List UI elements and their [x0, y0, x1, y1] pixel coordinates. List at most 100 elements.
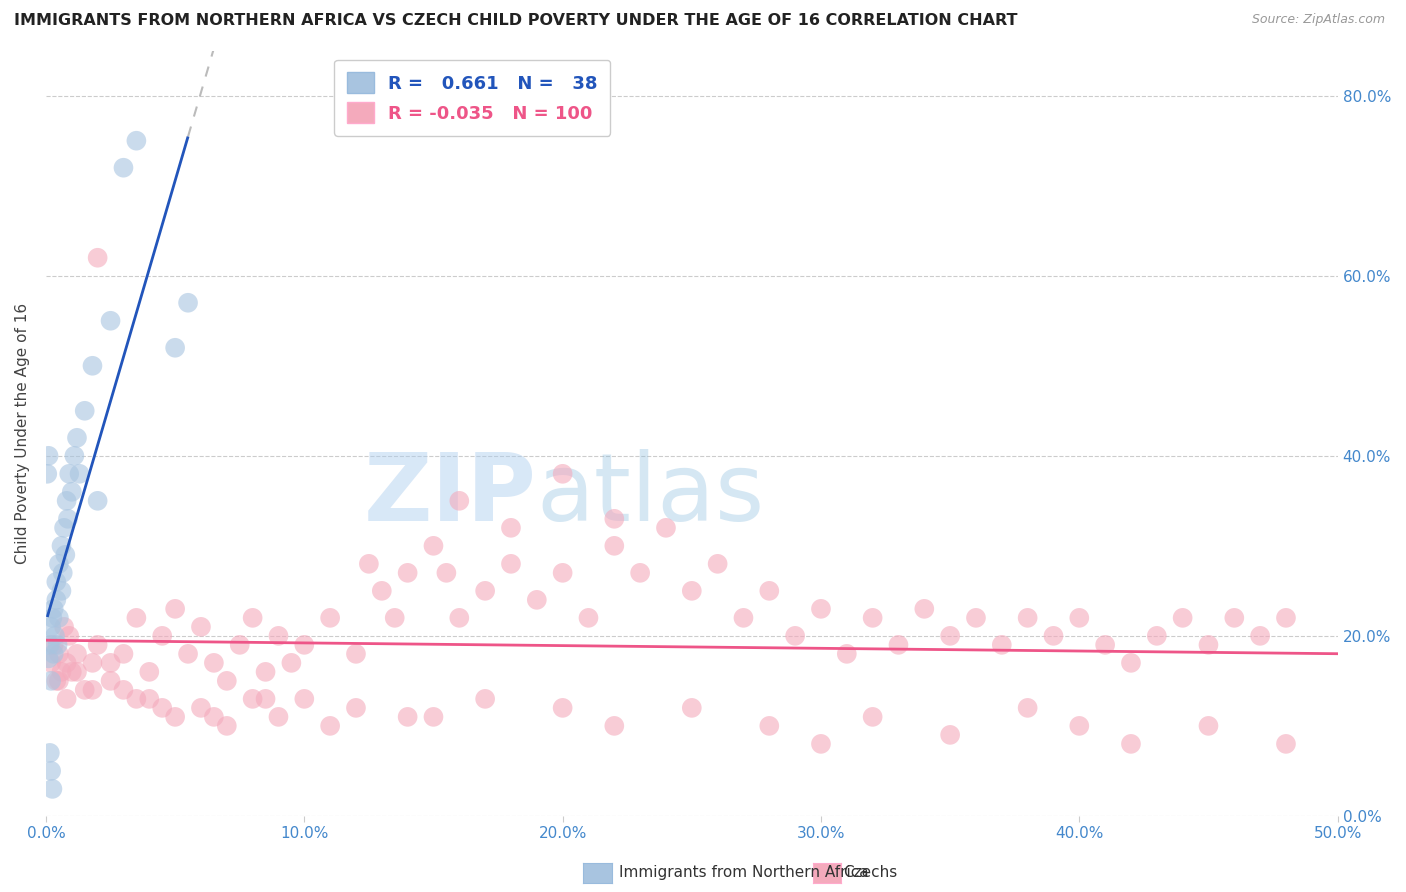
- Point: [215, 673, 238, 688]
- Point: [66, 431, 89, 445]
- Point: [422, 710, 444, 724]
- Point: [551, 701, 574, 715]
- Point: [125, 134, 148, 148]
- Point: [1017, 701, 1039, 715]
- Point: [165, 341, 187, 355]
- Point: [499, 521, 522, 535]
- Point: [48, 557, 70, 571]
- Point: [474, 691, 496, 706]
- Point: [242, 691, 264, 706]
- Point: [86, 493, 108, 508]
- Point: [319, 719, 342, 733]
- Point: [53, 548, 76, 562]
- Point: [1223, 611, 1246, 625]
- Point: [319, 611, 342, 625]
- Point: [48, 673, 70, 688]
- Point: [41, 611, 63, 625]
- Point: [912, 602, 935, 616]
- Point: [862, 611, 884, 625]
- Point: [100, 314, 122, 328]
- Point: [1069, 719, 1091, 733]
- Point: [66, 665, 89, 679]
- Point: [810, 737, 832, 751]
- Point: [73, 404, 96, 418]
- Point: [384, 611, 406, 625]
- Point: [939, 728, 962, 742]
- Point: [371, 583, 394, 598]
- Point: [86, 638, 108, 652]
- Point: [254, 691, 277, 706]
- Point: [242, 611, 264, 625]
- Point: [66, 647, 89, 661]
- Point: [202, 710, 225, 724]
- Point: [578, 611, 600, 625]
- Point: [706, 557, 728, 571]
- Point: [38, 746, 60, 760]
- Point: [215, 719, 238, 733]
- Point: [190, 701, 212, 715]
- Point: [58, 467, 80, 481]
- Point: [991, 638, 1014, 652]
- Point: [785, 629, 807, 643]
- Point: [42, 602, 65, 616]
- Point: [150, 701, 173, 715]
- Point: [38, 449, 60, 463]
- Point: [434, 566, 457, 580]
- Point: [1171, 611, 1194, 625]
- Text: IMMIGRANTS FROM NORTHERN AFRICA VS CZECH CHILD POVERTY UNDER THE AGE OF 16 CORRE: IMMIGRANTS FROM NORTHERN AFRICA VS CZECH…: [14, 13, 1018, 29]
- Legend: R =   0.661   N =   38, R = -0.035   N = 100: R = 0.661 N = 38, R = -0.035 N = 100: [335, 60, 610, 136]
- Point: [1042, 629, 1064, 643]
- Point: [112, 682, 135, 697]
- Point: [45, 592, 67, 607]
- Point: [344, 701, 367, 715]
- Point: [396, 566, 419, 580]
- Point: [228, 638, 250, 652]
- Point: [39, 620, 62, 634]
- Point: [138, 691, 160, 706]
- Point: [603, 539, 626, 553]
- Point: [1119, 737, 1142, 751]
- Point: [835, 647, 858, 661]
- Point: [125, 691, 148, 706]
- Point: [681, 583, 703, 598]
- Point: [38, 638, 60, 652]
- Point: [939, 629, 962, 643]
- Point: [53, 620, 76, 634]
- Point: [655, 521, 678, 535]
- Point: [82, 682, 104, 697]
- Point: [55, 493, 77, 508]
- Point: [499, 557, 522, 571]
- Point: [112, 647, 135, 661]
- Point: [267, 629, 290, 643]
- Point: [202, 656, 225, 670]
- Point: [474, 583, 496, 598]
- Point: [396, 710, 419, 724]
- Point: [51, 665, 73, 679]
- Point: [48, 611, 70, 625]
- Point: [1069, 611, 1091, 625]
- Point: [125, 611, 148, 625]
- Point: [254, 665, 277, 679]
- Point: [165, 602, 187, 616]
- Point: [53, 521, 76, 535]
- Point: [422, 539, 444, 553]
- Point: [41, 781, 63, 796]
- Point: [100, 656, 122, 670]
- Point: [177, 295, 200, 310]
- Point: [758, 719, 780, 733]
- Point: [138, 665, 160, 679]
- Point: [449, 611, 471, 625]
- Point: [177, 647, 200, 661]
- Point: [42, 647, 65, 661]
- Point: [55, 656, 77, 670]
- Point: [60, 484, 83, 499]
- Y-axis label: Child Poverty Under the Age of 16: Child Poverty Under the Age of 16: [15, 302, 30, 564]
- Point: [862, 710, 884, 724]
- Point: [1146, 629, 1168, 643]
- Point: [603, 719, 626, 733]
- Point: [357, 557, 380, 571]
- Text: Source: ZipAtlas.com: Source: ZipAtlas.com: [1251, 13, 1385, 27]
- Point: [39, 656, 62, 670]
- Point: [758, 583, 780, 598]
- Point: [628, 566, 651, 580]
